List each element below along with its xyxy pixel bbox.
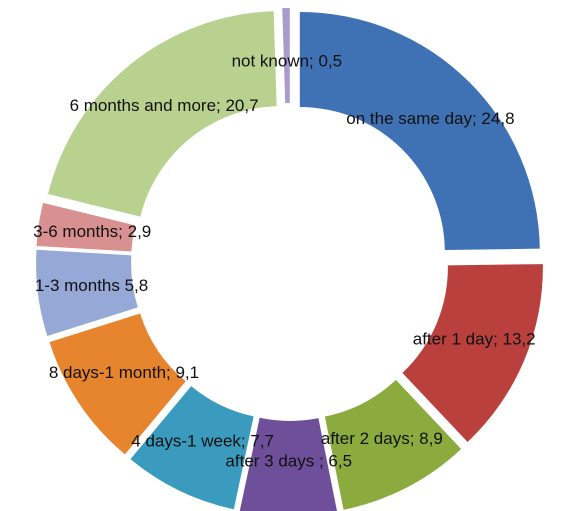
- data-label: after 3 days ; 6,5: [225, 451, 352, 470]
- data-label: not known; 0,5: [232, 52, 343, 71]
- data-label: after 2 days; 8,9: [321, 429, 443, 448]
- donut-slice: [239, 417, 337, 511]
- data-label: 8 days-1 month; 9,1: [49, 363, 199, 382]
- data-label: 6 months and more; 20,7: [70, 96, 259, 115]
- donut-slice: [49, 313, 186, 455]
- donut-slice: [282, 8, 290, 104]
- data-label: 3-6 months; 2,9: [33, 222, 151, 241]
- donut-slice: [299, 12, 540, 250]
- donut-slice: [402, 264, 543, 443]
- data-label: 4 days-1 week; 7,7: [131, 431, 274, 450]
- data-label: on the same day; 24,8: [346, 109, 514, 128]
- data-label: after 1 day; 13,2: [413, 329, 536, 348]
- donut-slice: [130, 386, 254, 510]
- donut-slice: [36, 249, 138, 337]
- data-label: 1-3 months 5,8: [35, 276, 148, 295]
- donut-slice: [48, 11, 277, 217]
- donut-slice: [324, 379, 462, 510]
- donut-slice: [36, 202, 136, 252]
